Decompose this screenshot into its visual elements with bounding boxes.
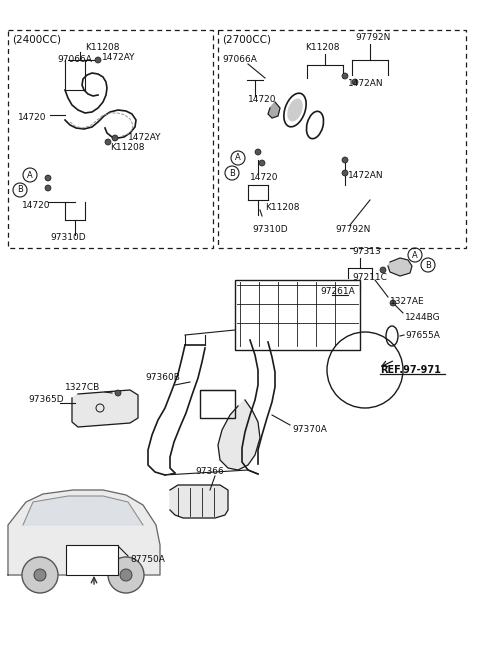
Text: 97360B: 97360B [145,373,180,382]
Polygon shape [72,390,138,427]
Text: (2400CC): (2400CC) [12,35,61,45]
Text: 14720: 14720 [22,201,50,209]
Text: 97310D: 97310D [252,226,288,234]
Circle shape [22,557,58,593]
Text: 97261A: 97261A [320,287,355,297]
Text: 1327AE: 1327AE [390,298,425,306]
Text: 1472AN: 1472AN [348,79,384,89]
Text: (2700CC): (2700CC) [222,35,271,45]
Text: A: A [27,171,33,180]
Circle shape [45,175,51,181]
Circle shape [95,57,101,63]
Circle shape [342,73,348,79]
Circle shape [120,569,132,581]
Text: 1472AN: 1472AN [348,171,384,180]
Polygon shape [218,400,260,470]
Text: 1472AY: 1472AY [102,54,135,62]
Text: A: A [235,154,241,163]
Circle shape [342,157,348,163]
Bar [235,280,360,350]
Text: K11208: K11208 [85,43,120,52]
Circle shape [105,139,111,145]
Polygon shape [268,102,280,118]
Ellipse shape [287,98,303,121]
Text: 1472AY: 1472AY [128,134,161,142]
Text: B: B [229,169,235,178]
Text: 97313: 97313 [352,247,381,256]
Polygon shape [388,258,412,276]
Text: B: B [17,186,23,194]
Text: 97655A: 97655A [405,331,440,340]
Bar [66,545,118,575]
Circle shape [390,300,396,306]
Text: 97066A: 97066A [222,56,257,64]
Circle shape [115,390,121,396]
Text: 14720: 14720 [250,173,278,182]
Circle shape [380,267,386,273]
Text: A: A [412,251,418,260]
Text: 97066A: 97066A [57,56,92,64]
Text: 87750A: 87750A [130,556,165,565]
Text: K11208: K11208 [305,43,339,52]
Text: B: B [425,260,431,270]
Bar [218,30,466,248]
Circle shape [259,160,265,166]
Polygon shape [8,490,160,575]
Bar [200,390,235,418]
Text: 97211C: 97211C [352,274,387,283]
Circle shape [108,557,144,593]
Circle shape [352,79,358,85]
Text: 1244BG: 1244BG [405,314,441,323]
Circle shape [342,170,348,176]
Circle shape [112,135,118,141]
Text: 1327CB: 1327CB [65,384,100,392]
Text: 97310D: 97310D [50,234,85,243]
Circle shape [34,569,46,581]
Circle shape [45,185,51,191]
Text: 14720: 14720 [18,113,47,123]
Text: 14720: 14720 [248,96,276,104]
Text: K11208: K11208 [265,203,300,213]
Text: K11208: K11208 [110,144,144,152]
Circle shape [255,149,261,155]
Text: 97366: 97366 [195,468,224,476]
Text: 97365D: 97365D [28,396,64,405]
Polygon shape [170,485,228,518]
Text: 97792N: 97792N [335,226,371,234]
Text: REF.97-971: REF.97-971 [380,365,441,375]
Polygon shape [23,496,143,525]
Bar [8,30,213,248]
Text: 97370A: 97370A [292,426,327,434]
Text: 97792N: 97792N [355,33,390,43]
